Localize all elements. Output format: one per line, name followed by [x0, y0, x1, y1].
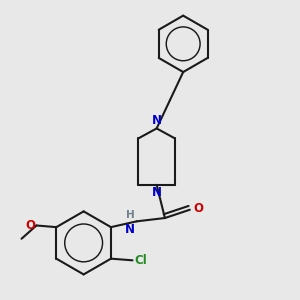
Text: O: O — [193, 202, 203, 214]
Text: N: N — [152, 187, 162, 200]
Text: Cl: Cl — [134, 254, 147, 267]
Text: N: N — [152, 114, 162, 127]
Text: N: N — [125, 223, 135, 236]
Text: H: H — [126, 210, 135, 220]
Text: O: O — [26, 219, 35, 232]
